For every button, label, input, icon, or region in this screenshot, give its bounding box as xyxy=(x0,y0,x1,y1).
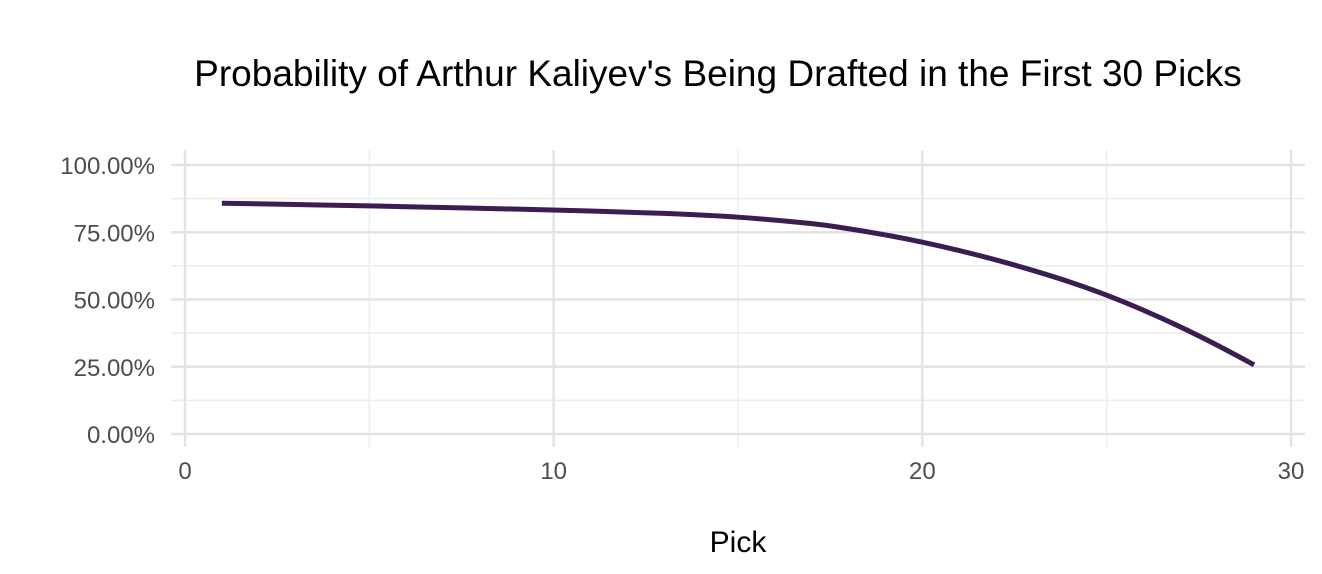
x-tick-label: 0 xyxy=(178,458,191,485)
series-layer xyxy=(221,200,1256,368)
x-axis-tick-labels: 0 10 20 30 xyxy=(178,458,1304,485)
x-tick-label: 20 xyxy=(909,458,936,485)
x-axis-title: Pick xyxy=(710,526,768,559)
x-tick-label: 30 xyxy=(1278,458,1305,485)
y-tick-label: 0.00% xyxy=(87,422,155,449)
chart-title: Probability of Arthur Kaliyev's Being Dr… xyxy=(194,53,1242,94)
y-tick-label: 25.00% xyxy=(74,355,155,382)
gridlines xyxy=(171,150,1305,447)
x-tick-label: 10 xyxy=(540,458,567,485)
y-tick-label: 50.00% xyxy=(74,288,155,315)
y-tick-label: 100.00% xyxy=(60,153,155,180)
y-axis-tick-labels: 0.00% 25.00% 50.00% 75.00% 100.00% xyxy=(60,153,155,449)
series-line xyxy=(221,200,1256,368)
y-tick-label: 75.00% xyxy=(74,220,155,247)
